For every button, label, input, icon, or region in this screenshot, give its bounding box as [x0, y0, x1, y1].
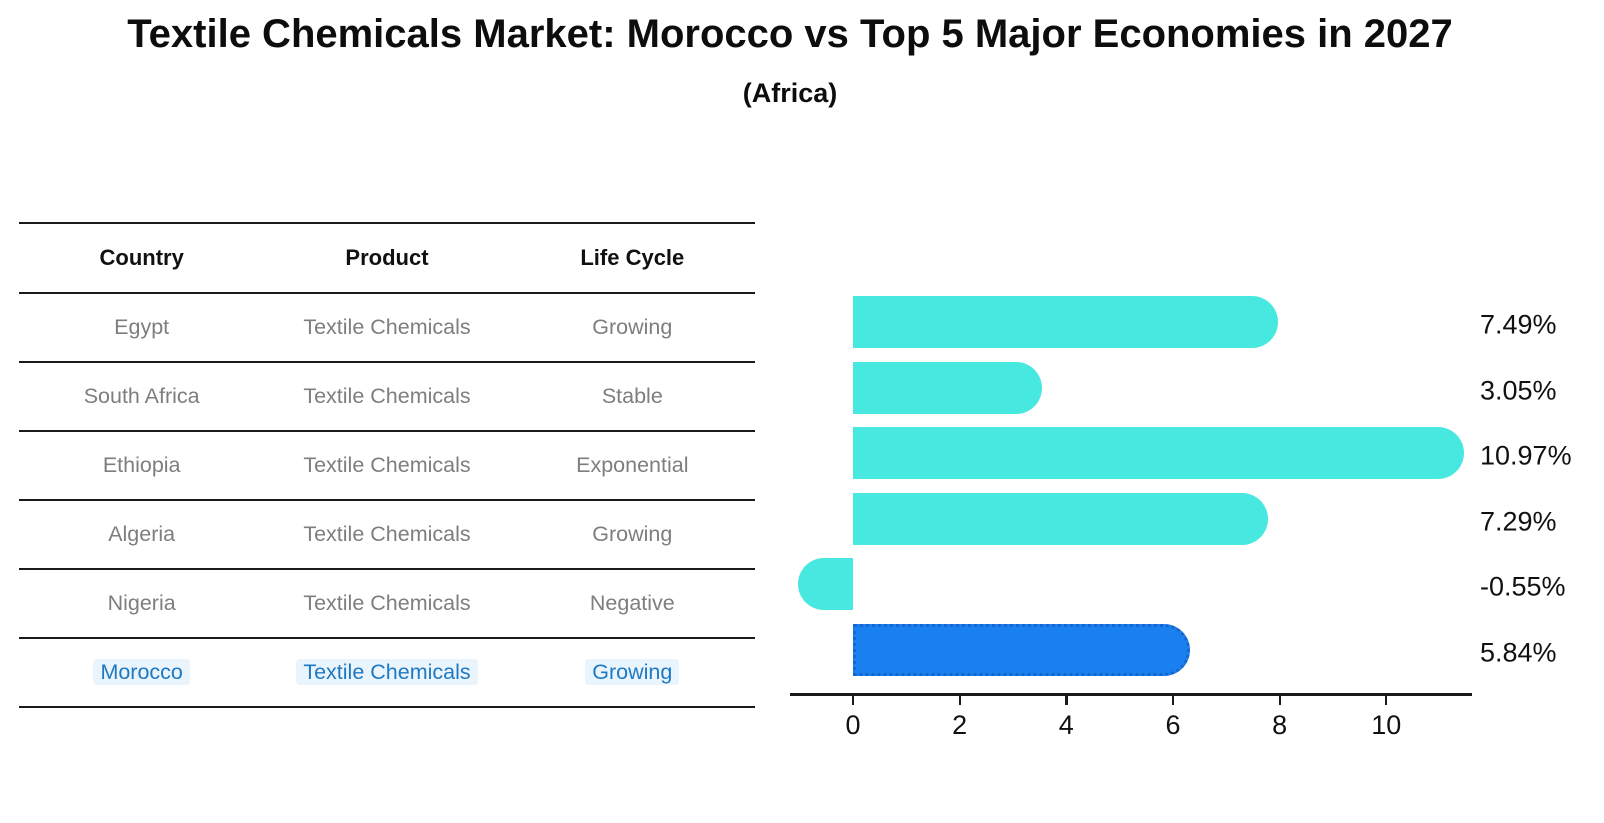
- table-row-south-africa: South Africa Textile Chemicals Stable: [19, 361, 755, 430]
- chart-title: Textile Chemicals Market: Morocco vs Top…: [127, 12, 1453, 56]
- bar-ethiopia: [853, 427, 1465, 480]
- bar-egypt: [853, 296, 1279, 348]
- x-axis-tick-label: 6: [1165, 710, 1181, 740]
- cell-life-cycle: Exponential: [576, 453, 689, 477]
- table-row-ethiopia: Ethiopia Textile Chemicals Exponential: [19, 430, 755, 499]
- cell-life-cycle: Growing: [592, 315, 673, 339]
- column-header-life-cycle: Life Cycle: [580, 245, 685, 270]
- table-header-row: Country Product Life Cycle: [19, 222, 755, 292]
- x-axis-tick-label: 0: [845, 710, 861, 740]
- x-axis-tick: [958, 696, 961, 705]
- x-axis-tick-label: 4: [1058, 710, 1074, 740]
- country-table: Country Product Life Cycle Egypt Textile…: [19, 222, 755, 708]
- cell-country: Morocco: [19, 659, 264, 685]
- cell-life-cycle: Stable: [601, 384, 663, 408]
- x-axis-line: [790, 693, 1472, 696]
- x-axis-tick: [1278, 696, 1281, 705]
- cell-country: Ethiopia: [102, 453, 181, 477]
- cell-country: Algeria: [108, 522, 176, 546]
- cell-life-cycle: Negative: [589, 591, 675, 615]
- cell-life-cycle: Growing: [592, 522, 673, 546]
- cell-product: Textile Chemicals: [303, 384, 471, 408]
- bar-nigeria: [797, 558, 853, 611]
- column-header-product: Product: [345, 245, 429, 270]
- table-row-nigeria: Nigeria Textile Chemicals Negative: [19, 568, 755, 637]
- bar-value-label: 10.97%: [1480, 440, 1572, 471]
- cell-product: Textile Chemicals: [303, 315, 471, 339]
- cell-country: Egypt: [114, 315, 170, 339]
- column-header-country: Country: [99, 245, 184, 270]
- cell-country: South Africa: [83, 384, 200, 408]
- chart-subtitle: (Africa): [742, 78, 838, 108]
- bar-south-africa: [853, 361, 1042, 414]
- bar-algeria: [853, 492, 1268, 545]
- x-axis-tick: [852, 696, 855, 705]
- x-axis-tick-label: 8: [1272, 710, 1288, 740]
- cell-product: Textile Chemicals: [264, 659, 509, 685]
- x-axis-tick: [1065, 696, 1068, 705]
- bar-value-label: 3.05%: [1480, 375, 1557, 406]
- table-row-algeria: Algeria Textile Chemicals Growing: [19, 499, 755, 568]
- cell-product: Textile Chemicals: [303, 453, 471, 477]
- x-axis-tick: [1171, 696, 1175, 705]
- bar-value-label: 5.84%: [1480, 637, 1557, 668]
- x-axis-tick-label: 2: [952, 710, 968, 740]
- bar-morocco: [853, 624, 1191, 676]
- table-row-morocco: Morocco Textile Chemicals Growing: [19, 637, 755, 706]
- table-row-egypt: Egypt Textile Chemicals Growing: [19, 292, 755, 361]
- cell-product: Textile Chemicals: [303, 522, 471, 546]
- bar-value-label: -0.55%: [1480, 571, 1566, 602]
- cell-life-cycle: Growing: [510, 659, 755, 685]
- bar-value-label: 7.49%: [1480, 309, 1557, 340]
- cell-country: Nigeria: [107, 591, 176, 615]
- x-axis-tick: [1385, 696, 1388, 705]
- cell-product: Textile Chemicals: [303, 591, 471, 615]
- bar-value-label: 7.29%: [1480, 506, 1557, 537]
- x-axis-tick-label: 10: [1371, 710, 1402, 740]
